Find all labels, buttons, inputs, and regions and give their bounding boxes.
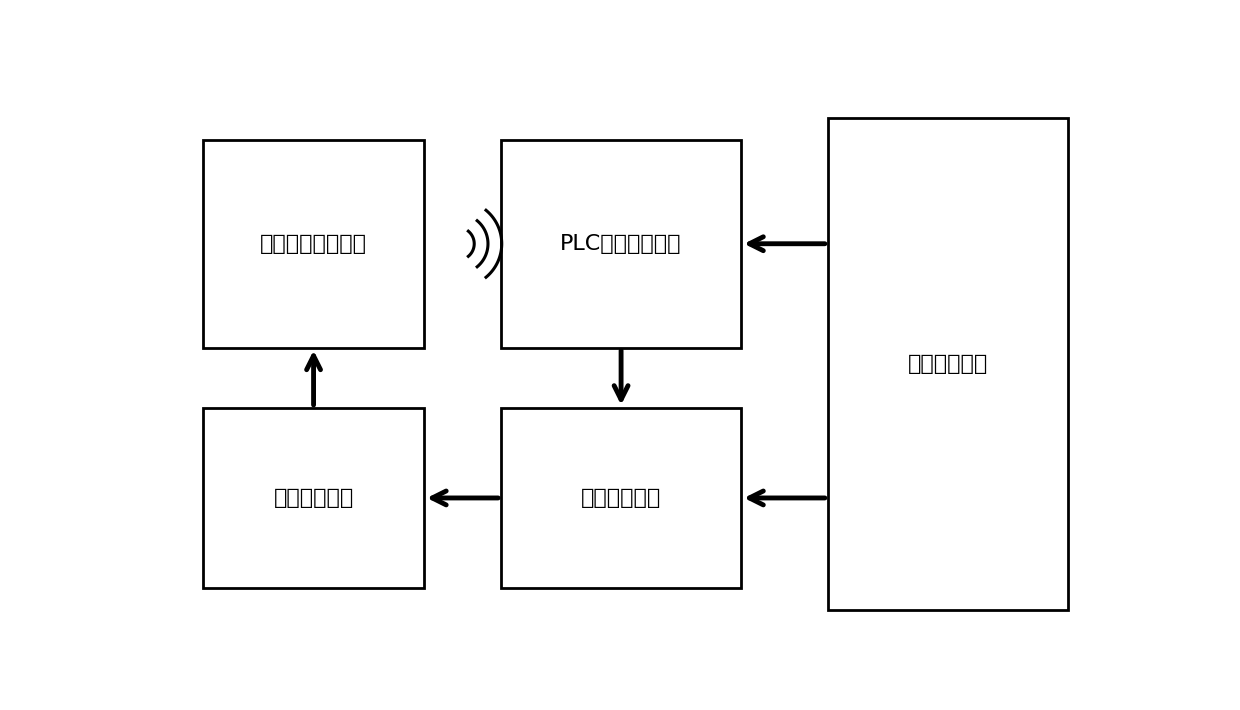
Bar <box>501 140 742 348</box>
Bar <box>501 408 742 588</box>
Text: PLC同步控制模块: PLC同步控制模块 <box>560 234 682 253</box>
Bar <box>203 140 424 348</box>
Text: 电源供应模块: 电源供应模块 <box>908 354 988 374</box>
Text: 图像分割模块: 图像分割模块 <box>274 488 353 508</box>
Bar <box>203 408 424 588</box>
Bar <box>828 118 1068 610</box>
Text: 图像采集模块: 图像采集模块 <box>582 488 661 508</box>
Text: 图像统计分析模块: 图像统计分析模块 <box>260 234 367 253</box>
